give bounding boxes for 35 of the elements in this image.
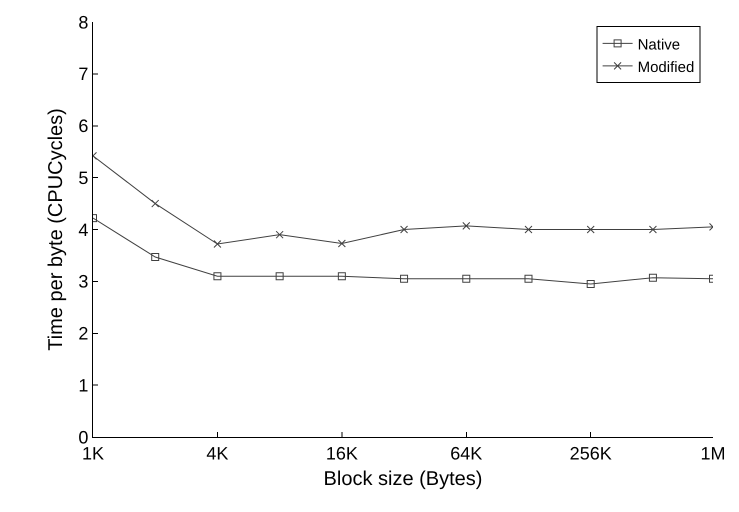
point — [524, 226, 532, 234]
point — [213, 240, 222, 248]
point — [338, 240, 346, 248]
point — [462, 274, 470, 283]
point — [276, 272, 284, 280]
x-axis-title: Block size (Bytes) — [324, 468, 482, 490]
point — [648, 226, 657, 234]
y-tick-label: 8 — [78, 12, 88, 32]
point — [400, 226, 408, 234]
y-tick-label: 3 — [78, 272, 88, 292]
x-tick-label: 64K — [450, 444, 482, 464]
point — [151, 252, 160, 261]
point — [648, 274, 657, 282]
legend-label: Modified — [638, 58, 694, 76]
y-axis-title: Time per byte (CPUCycles) — [44, 108, 67, 351]
point — [276, 230, 284, 239]
point — [462, 222, 470, 230]
point — [151, 200, 160, 208]
y-tick-label: 4 — [78, 220, 88, 240]
point — [524, 274, 532, 283]
x-tick-label: 16K — [326, 444, 358, 464]
y-tick-label: 1 — [78, 375, 88, 396]
y-tick-label: 2 — [78, 324, 88, 344]
point — [338, 272, 346, 280]
point — [586, 226, 595, 234]
y-tick-label: 6 — [78, 116, 88, 136]
point — [400, 274, 408, 283]
x-tick-label: 4K — [206, 444, 228, 464]
x-tick-label: 256K — [570, 444, 612, 464]
y-tick-label: 7 — [78, 64, 88, 84]
point — [213, 272, 222, 280]
y-tick-label: 5 — [78, 168, 88, 188]
x-tick-label: 1M — [700, 444, 726, 464]
legend-label: Native — [638, 36, 680, 54]
point — [586, 280, 595, 288]
